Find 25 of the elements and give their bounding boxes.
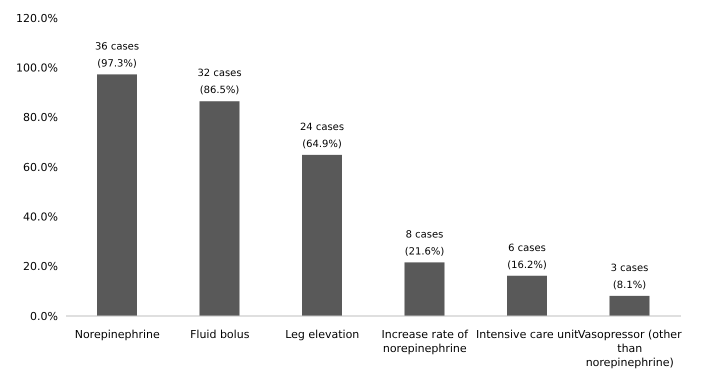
data-label: 8 cases (21.6%): [404, 229, 444, 258]
bar: [507, 276, 547, 316]
x-tick-label: Intensive care unit: [476, 328, 580, 341]
data-label: 32 cases (86.5%): [197, 68, 242, 96]
y-tick-label: 40.0%: [23, 210, 58, 224]
y-tick-label: 80.0%: [23, 111, 58, 124]
bar: [610, 296, 650, 316]
bar: [200, 101, 240, 316]
y-tick-label: 100.0%: [16, 62, 58, 75]
x-tick-label: Vasopressor (other than norepinephrine): [578, 328, 682, 369]
y-tick-label: 0.0%: [30, 310, 58, 323]
x-tick-label: Fluid bolus: [190, 328, 250, 341]
data-label: 36 cases (97.3%): [94, 41, 140, 70]
bar: [404, 262, 444, 316]
y-tick-label: 20.0%: [23, 260, 58, 274]
bar: [302, 154, 342, 316]
bar: [97, 74, 137, 316]
data-label: 24 cases (64.9%): [300, 122, 344, 150]
x-tick-label: Leg elevation: [285, 328, 360, 341]
x-tick-label: Norepinephrine: [74, 328, 160, 341]
x-tick-label: Increase rate of norepinephrine: [382, 328, 470, 355]
y-tick-label: 60.0%: [23, 160, 58, 174]
y-tick-label: 120.0%: [16, 12, 58, 25]
data-label: 6 cases (16.2%): [507, 242, 547, 271]
data-label: 3 cases (8.1%): [610, 262, 648, 291]
